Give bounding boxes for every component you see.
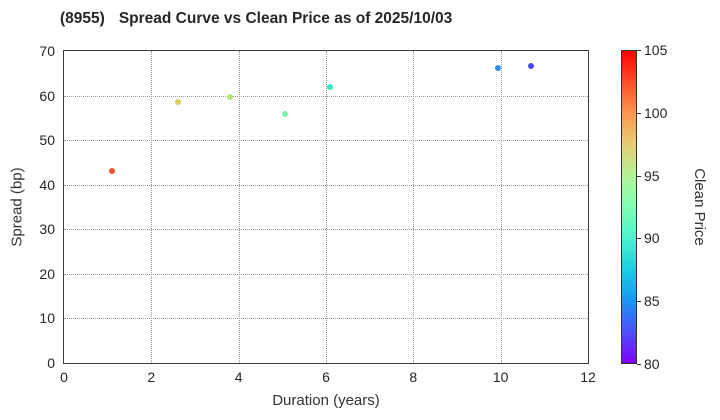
y-tick-label: 0 <box>47 355 55 371</box>
colorbar-tick-label: 85 <box>644 293 660 310</box>
y-tick-label: 50 <box>39 132 55 149</box>
y-tick-label: 10 <box>39 310 55 327</box>
colorbar-tick-mark <box>637 112 641 114</box>
y-tick-label: 70 <box>39 43 55 59</box>
colorbar <box>621 50 637 364</box>
x-tick-label: 4 <box>234 369 243 385</box>
y-tick-label: 30 <box>39 221 55 238</box>
x-tick-label: 0 <box>60 369 68 385</box>
colorbar-tick-label: 95 <box>644 167 660 184</box>
gridline-horizontal <box>64 318 588 320</box>
gridline-vertical <box>413 51 415 363</box>
x-tick-label: 10 <box>492 369 509 385</box>
gridline-horizontal <box>64 229 588 231</box>
ticker-code: (8955) <box>60 10 105 27</box>
gridline-vertical <box>238 51 240 363</box>
x-tick-label: 8 <box>409 369 418 385</box>
x-tick-label: 2 <box>147 369 156 385</box>
colorbar-tick-mark <box>637 364 641 365</box>
chart-title-text: Spread Curve vs Clean Price as of 2025/1… <box>118 10 453 27</box>
colorbar-tick-label: 80 <box>644 356 660 372</box>
data-point <box>174 99 181 106</box>
data-point <box>327 83 334 90</box>
gridline-horizontal <box>64 184 588 186</box>
data-point <box>281 111 288 118</box>
colorbar-tick-label: 100 <box>644 104 668 121</box>
gridline-horizontal <box>64 273 588 275</box>
x-axis-label: Duration (years) <box>272 392 380 409</box>
gridline-horizontal <box>64 140 588 142</box>
chart-title: (8955) Spread Curve vs Clean Price as of … <box>60 10 452 28</box>
x-tick-label: 12 <box>580 369 596 385</box>
colorbar-label: Clean Price <box>691 168 708 246</box>
gridline-vertical <box>151 51 153 363</box>
colorbar-tick-mark <box>637 301 641 303</box>
y-tick-label: 60 <box>39 87 55 104</box>
plot-area <box>63 50 589 364</box>
data-point <box>109 168 116 175</box>
gridline-vertical <box>326 51 327 363</box>
data-point <box>495 65 502 72</box>
colorbar-tick-mark <box>637 238 641 240</box>
colorbar-tick-label: 90 <box>644 230 660 247</box>
data-point <box>528 63 535 70</box>
colorbar-tick-mark <box>637 50 641 51</box>
colorbar-tick-mark <box>637 175 641 177</box>
gridline-horizontal <box>64 95 588 97</box>
y-tick-label: 20 <box>39 265 55 282</box>
data-point <box>226 93 233 100</box>
gridline-vertical <box>500 51 502 363</box>
x-tick-label: 6 <box>322 369 330 385</box>
colorbar-tick-label: 105 <box>644 42 668 58</box>
y-tick-label: 40 <box>39 176 55 193</box>
